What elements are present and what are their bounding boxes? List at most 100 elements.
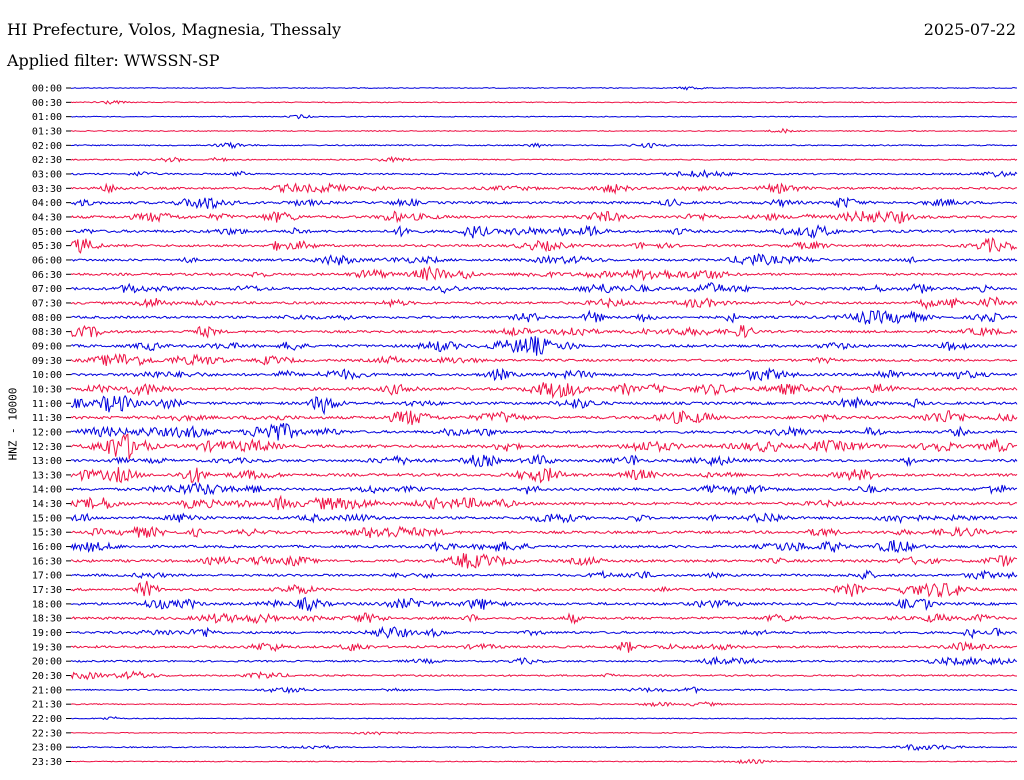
time-label: 10:30 xyxy=(32,384,62,395)
time-label: 21:30 xyxy=(32,700,62,711)
time-label: 09:00 xyxy=(32,341,62,352)
seismic-trace xyxy=(70,265,1018,282)
seismic-trace xyxy=(70,86,1017,91)
seismic-trace xyxy=(70,182,1018,195)
station-title: HI Prefecture, Volos, Magnesia, Thessaly xyxy=(7,20,342,39)
seismic-trace xyxy=(70,481,1018,496)
time-label: 11:30 xyxy=(32,413,62,424)
seismic-trace xyxy=(70,580,1018,599)
time-label: 03:00 xyxy=(32,169,62,180)
seismic-trace xyxy=(70,569,1018,581)
seismic-trace xyxy=(70,253,1018,267)
time-label: 07:00 xyxy=(32,284,62,295)
time-label: 13:00 xyxy=(32,456,62,467)
seismic-trace xyxy=(70,758,1018,765)
time-label: 09:30 xyxy=(32,356,62,367)
time-label: 06:30 xyxy=(32,270,62,281)
seismic-trace xyxy=(70,433,1018,460)
time-label: 07:30 xyxy=(32,298,62,309)
time-label: 00:00 xyxy=(32,84,62,95)
time-label: 01:30 xyxy=(32,126,62,137)
time-label: 15:00 xyxy=(32,513,62,524)
seismic-trace xyxy=(70,410,1018,426)
seismic-trace xyxy=(70,701,1018,708)
seismic-trace xyxy=(70,453,1018,468)
time-label: 13:30 xyxy=(32,470,62,481)
time-label: 02:00 xyxy=(32,141,62,152)
filter-label: Applied filter: WWSSN-SP xyxy=(7,51,220,70)
seismic-trace xyxy=(70,296,1018,311)
seismic-trace xyxy=(71,640,1018,653)
time-label: 05:00 xyxy=(32,227,62,238)
seismic-trace xyxy=(70,169,1018,179)
time-label: 19:00 xyxy=(32,628,62,639)
seismic-trace xyxy=(70,394,1018,416)
seismic-trace xyxy=(70,224,1018,239)
time-label: 19:30 xyxy=(32,642,62,653)
seismic-trace xyxy=(70,309,1018,326)
seismic-trace xyxy=(70,196,1018,210)
time-label: 10:00 xyxy=(32,370,62,381)
seismic-trace xyxy=(70,99,1018,105)
seismic-trace xyxy=(70,237,1018,254)
time-label: 15:30 xyxy=(32,528,62,539)
seismic-trace xyxy=(70,367,1018,382)
time-label: 20:30 xyxy=(32,671,62,682)
seismic-trace xyxy=(70,512,1018,525)
seismic-trace xyxy=(70,141,1018,150)
time-label: 20:00 xyxy=(32,657,62,668)
time-label: 22:30 xyxy=(32,728,62,739)
time-label: 11:00 xyxy=(32,399,62,410)
time-label: 01:00 xyxy=(32,112,62,123)
time-label: 14:00 xyxy=(32,485,62,496)
seismic-trace xyxy=(70,155,1018,164)
seismic-trace xyxy=(71,731,1018,736)
time-label: 05:30 xyxy=(32,241,62,252)
time-label: 21:00 xyxy=(32,685,62,696)
seismic-trace xyxy=(70,382,1018,400)
time-label: 03:30 xyxy=(32,184,62,195)
time-label: 06:00 xyxy=(32,255,62,266)
seismic-trace xyxy=(70,423,1018,441)
seismic-trace xyxy=(70,494,1018,511)
time-label: 04:00 xyxy=(32,198,62,209)
seismic-trace xyxy=(70,716,1018,720)
time-label: 23:30 xyxy=(32,757,62,768)
seismic-trace xyxy=(70,324,1018,339)
seismic-trace xyxy=(70,744,1018,752)
seismic-trace xyxy=(70,209,1018,224)
seismic-trace xyxy=(70,655,1018,667)
seismic-trace xyxy=(70,467,1018,484)
time-label: 14:30 xyxy=(32,499,62,510)
time-label: 16:30 xyxy=(32,556,62,567)
seismic-trace xyxy=(70,127,1018,134)
seismic-trace xyxy=(70,625,1018,640)
time-label: 00:30 xyxy=(32,98,62,109)
seismic-trace xyxy=(70,670,1017,681)
time-label: 17:30 xyxy=(32,585,62,596)
time-label: 18:00 xyxy=(32,599,62,610)
seismic-trace xyxy=(70,686,1018,695)
seismic-trace xyxy=(70,525,1018,539)
time-label: 22:00 xyxy=(32,714,62,725)
time-label: 12:30 xyxy=(32,442,62,453)
time-label: 08:00 xyxy=(32,313,62,324)
time-label: 17:00 xyxy=(32,571,62,582)
seismic-trace xyxy=(70,540,1018,554)
recording-date: 2025-07-22 xyxy=(923,20,1016,39)
time-label: 16:00 xyxy=(32,542,62,553)
time-label: 12:00 xyxy=(32,427,62,438)
seismic-trace xyxy=(70,553,1018,569)
seismic-trace xyxy=(70,336,1018,356)
seismic-trace xyxy=(70,353,1018,367)
seismic-trace xyxy=(70,612,1018,625)
time-label: 02:30 xyxy=(32,155,62,166)
time-label: 04:30 xyxy=(32,212,62,223)
seismic-trace xyxy=(70,114,1018,120)
seismic-trace xyxy=(70,596,1018,613)
time-label: 08:30 xyxy=(32,327,62,338)
time-label: 23:00 xyxy=(32,743,62,754)
seismic-trace xyxy=(70,282,1018,295)
time-label: 18:30 xyxy=(32,614,62,625)
